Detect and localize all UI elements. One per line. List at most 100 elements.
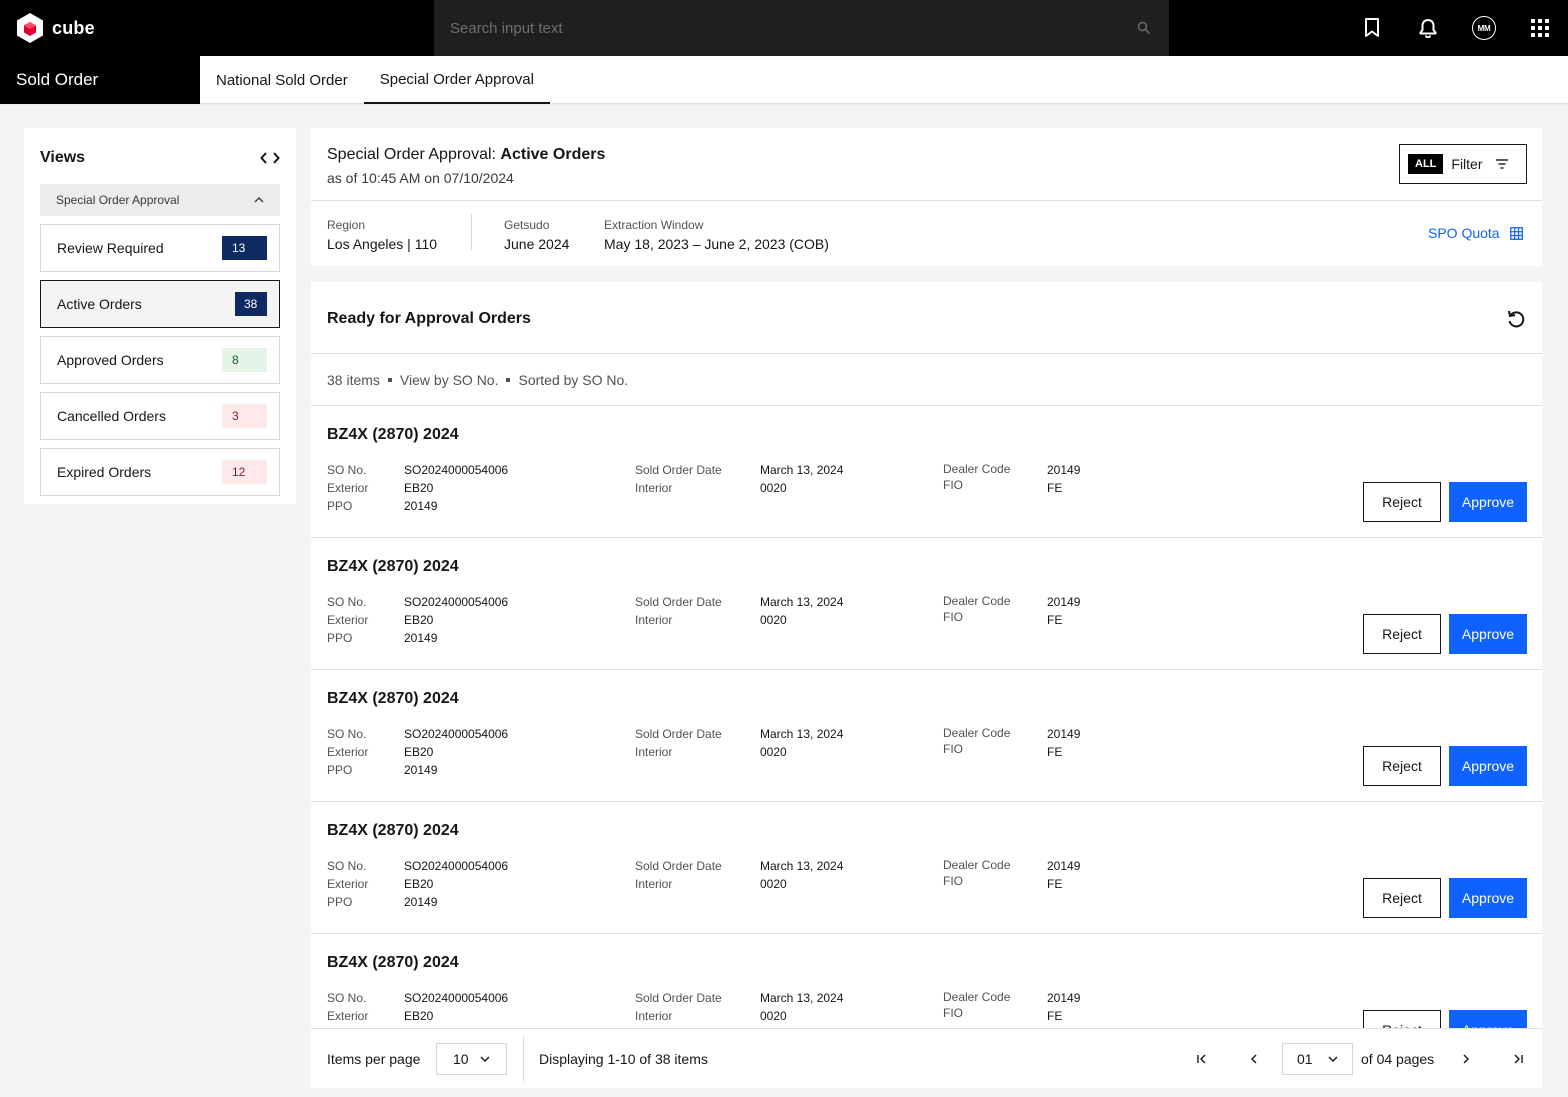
field-value: March 13, 2024 [760, 859, 844, 873]
field-labels: Dealer Code FIO [943, 988, 1010, 1020]
reject-button[interactable]: Reject [1363, 878, 1441, 918]
getsudo-field: Getsudo June 2024 [504, 218, 569, 252]
count-badge: 12 [222, 460, 267, 484]
app-switcher-button[interactable] [1512, 0, 1568, 56]
getsudo-label: Getsudo [504, 218, 550, 232]
filter-label: Filter [1451, 156, 1483, 172]
field-value: 20149 [404, 499, 438, 513]
approve-button[interactable]: Approve [1449, 482, 1527, 522]
field-label: Exterior [327, 745, 369, 759]
sub-navigation: Sold Order National Sold Order Special O… [0, 56, 1568, 104]
tab-national-sold-order[interactable]: National Sold Order [216, 71, 348, 89]
filter-all-tag: ALL [1408, 154, 1444, 174]
field-value: 20149 [404, 763, 438, 777]
app-logo[interactable]: cube [16, 12, 95, 44]
field-labels: SO No. Exterior PPO [327, 593, 368, 647]
reject-button[interactable]: Reject [1363, 482, 1441, 522]
field-labels: Dealer Code FIO [943, 460, 1010, 492]
field-value: 0020 [760, 481, 787, 495]
as-of-timestamp: as of 10:45 AM on 07/10/2024 [327, 170, 514, 186]
field-value: SO2024000054006 [404, 859, 509, 873]
spo-quota-link[interactable]: SPO Quota [1428, 225, 1523, 241]
order-card: BZ4X (2870) 2024 SO No. Exterior PPO SO20240… [311, 802, 1542, 934]
item-count: 38 items [327, 372, 380, 388]
cube-logo-icon [17, 13, 43, 43]
user-menu-button[interactable]: MM [1456, 0, 1512, 56]
approve-button[interactable]: Approve [1449, 878, 1527, 918]
reject-button[interactable]: Reject [1363, 746, 1441, 786]
list-meta: 38 items View by SO No. Sorted by SO No. [327, 372, 628, 388]
order-title: BZ4X (2870) 2024 [327, 558, 459, 575]
notifications-button[interactable] [1400, 0, 1456, 56]
global-search [434, 0, 1169, 56]
bell-icon [1419, 19, 1437, 38]
separator-dot [387, 378, 392, 382]
field-value: EB20 [404, 481, 434, 495]
field-values: March 13, 2024 0020 [760, 857, 843, 893]
field-label: Interior [635, 745, 673, 759]
filter-button[interactable]: ALL Filter [1399, 144, 1527, 184]
field-label: Dealer Code [943, 990, 1011, 1004]
field-label: Interior [635, 481, 673, 495]
field-label: Dealer Code [943, 462, 1011, 476]
field-values: 20149 FE [1047, 725, 1080, 761]
tab-special-order-approval[interactable]: Special Order Approval [363, 56, 550, 104]
next-page-icon[interactable] [1458, 1051, 1474, 1067]
field-values: 20149 FE [1047, 989, 1080, 1025]
field-labels: Sold Order Date Interior [635, 593, 722, 629]
views-group-label: Special Order Approval [56, 193, 180, 207]
field-values: 20149 FE [1047, 857, 1080, 893]
field-value: March 13, 2024 [760, 727, 844, 741]
previous-page-icon[interactable] [1246, 1051, 1262, 1067]
page-title: Special Order Approval: Active Orders [327, 146, 605, 164]
tab-list: National Sold Order Special Order Approv… [200, 56, 550, 104]
field-label: Exterior [327, 1009, 369, 1023]
field-value: March 13, 2024 [760, 595, 844, 609]
field-value: 20149 [404, 631, 438, 645]
field-label: SO No. [327, 859, 367, 873]
extraction-window-label: Extraction Window [604, 218, 704, 232]
view-item-active-orders[interactable]: Active Orders 38 [40, 280, 280, 328]
order-title: BZ4X (2870) 2024 [327, 426, 459, 443]
approve-button[interactable]: Approve [1449, 614, 1527, 654]
orders-title: Ready for Approval Orders [327, 310, 531, 327]
field-values: SO2024000054006 EB20 20149 [404, 725, 508, 779]
first-page-icon[interactable] [1194, 1051, 1210, 1067]
view-item-expired-orders[interactable]: Expired Orders 12 [40, 448, 280, 496]
refresh-icon[interactable] [1505, 308, 1527, 330]
view-item-approved-orders[interactable]: Approved Orders 8 [40, 336, 280, 384]
search-icon[interactable] [1137, 21, 1151, 35]
field-label: Sold Order Date [635, 991, 722, 1005]
count-badge: 13 [222, 236, 267, 260]
page-select[interactable]: 01 [1282, 1043, 1353, 1075]
sort-label: Sorted by SO No. [518, 372, 629, 388]
reject-button[interactable]: Reject [1363, 614, 1441, 654]
order-card: BZ4X (2870) 2024 SO No. Exterior PPO SO20240… [311, 406, 1542, 538]
field-labels: Dealer Code FIO [943, 856, 1010, 888]
field-values: SO2024000054006 EB20 20149 [404, 593, 508, 647]
chevron-down-icon [480, 1056, 490, 1062]
total-pages: of 04 pages [1361, 1051, 1435, 1067]
field-label: Dealer Code [943, 726, 1011, 740]
collapse-panel-icon[interactable] [260, 151, 280, 165]
last-page-icon[interactable] [1510, 1051, 1526, 1067]
divider [311, 200, 1542, 201]
avatar: MM [1472, 16, 1496, 40]
field-values: SO2024000054006 EB20 20149 [404, 857, 508, 911]
field-value: 20149 [1047, 991, 1081, 1005]
field-value: SO2024000054006 [404, 727, 509, 741]
bookmark-button[interactable] [1344, 0, 1400, 56]
field-value: SO2024000054006 [404, 595, 509, 609]
field-label: Sold Order Date [635, 463, 722, 477]
view-item-review-required[interactable]: Review Required 13 [40, 224, 280, 272]
field-value: SO2024000054006 [404, 463, 509, 477]
search-input[interactable] [434, 0, 1169, 56]
items-per-page-value: 10 [453, 1051, 469, 1067]
items-per-page-select[interactable]: 10 [436, 1043, 507, 1075]
app-grid-icon [1531, 19, 1549, 37]
views-group-toggle[interactable]: Special Order Approval [40, 184, 280, 216]
view-item-cancelled-orders[interactable]: Cancelled Orders 3 [40, 392, 280, 440]
approve-button[interactable]: Approve [1449, 746, 1527, 786]
field-value: 20149 [1047, 463, 1081, 477]
views-header: Views [40, 148, 280, 168]
